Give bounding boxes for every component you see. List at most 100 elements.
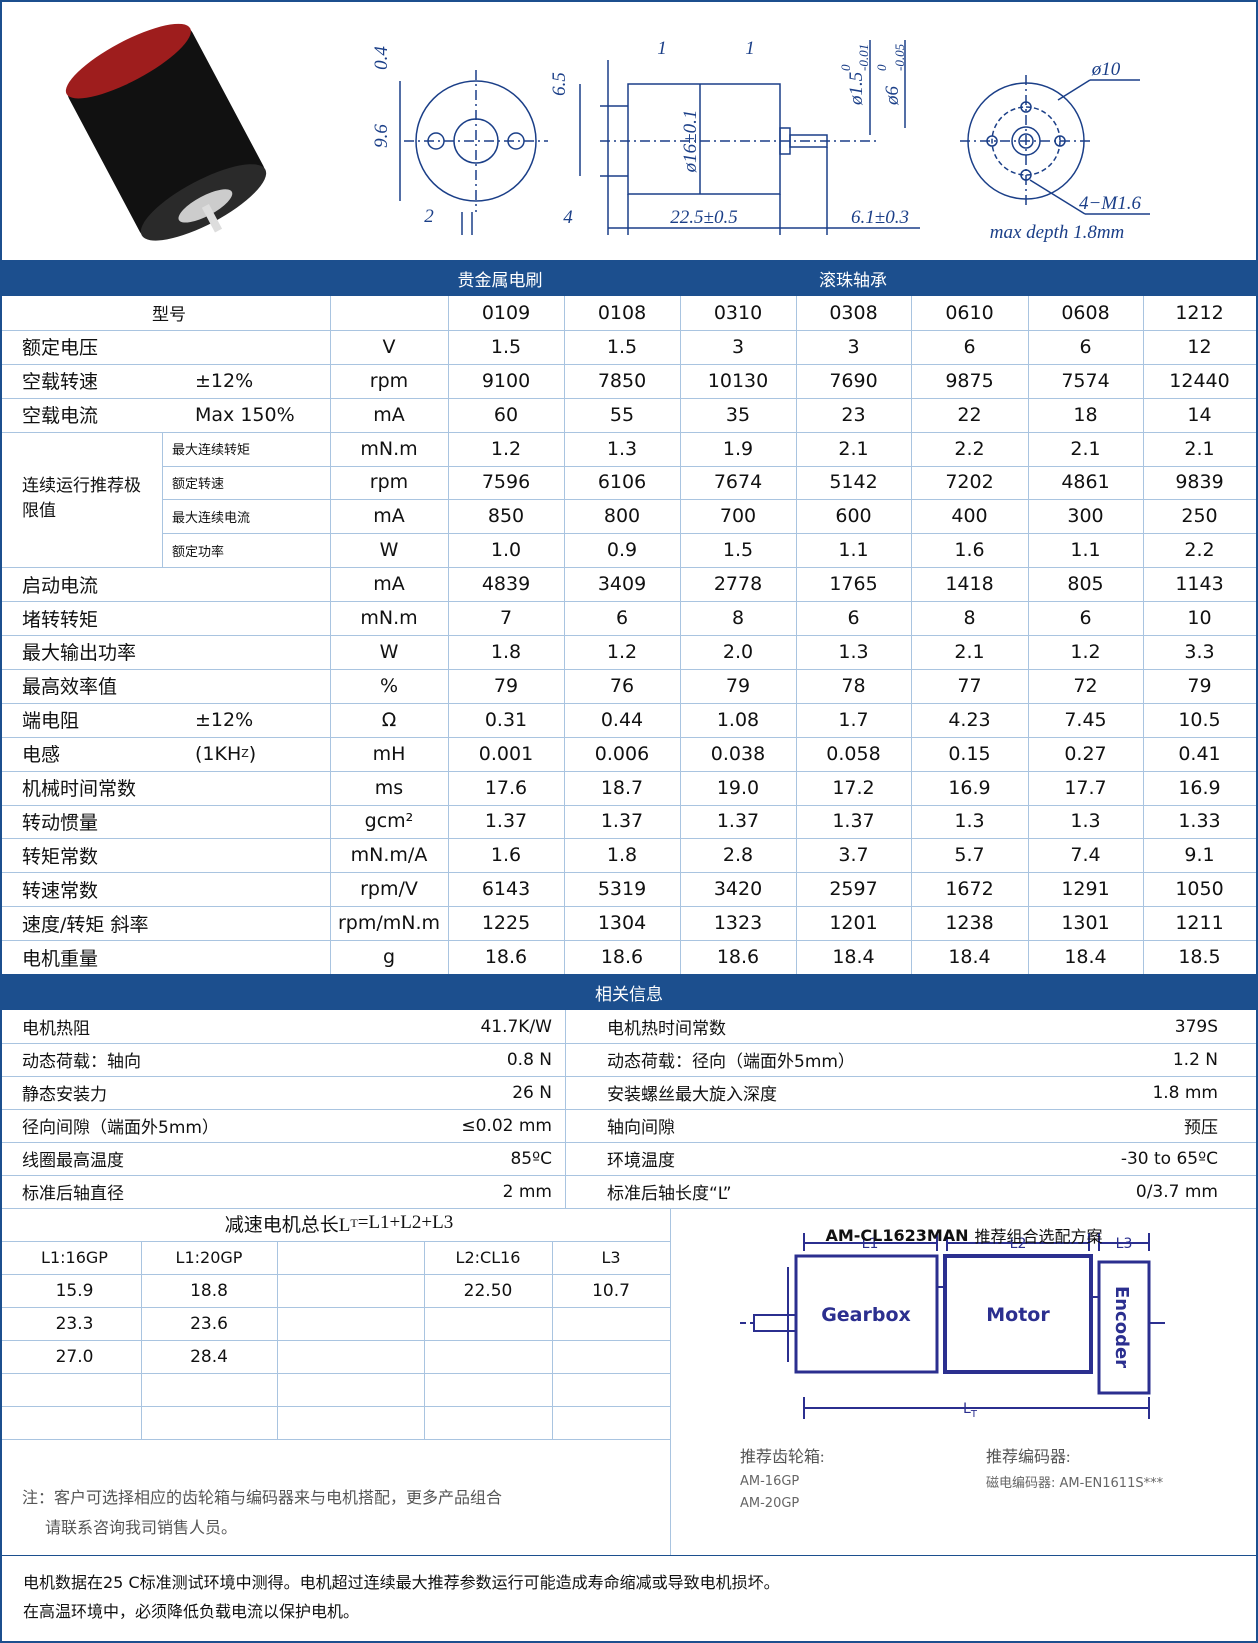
value: 1.8 — [564, 838, 680, 872]
value: 10.5 — [1143, 703, 1256, 737]
unit: Ω — [330, 703, 448, 737]
rule — [2, 1109, 1256, 1110]
unit: W — [330, 533, 448, 567]
row-note: Max 150% — [195, 398, 325, 432]
value: 1.3 — [564, 432, 680, 466]
row-note: (1KHZ) — [195, 737, 325, 771]
value: 3 — [680, 330, 796, 364]
rule — [2, 1274, 670, 1275]
unit: rpm/mN.m — [330, 906, 448, 940]
value: 0.15 — [911, 737, 1028, 771]
value: 6 — [1028, 601, 1143, 635]
model: 0608 — [1028, 296, 1143, 330]
value: 2.2 — [911, 432, 1028, 466]
info-label: 轴向间隙 — [607, 1109, 1057, 1142]
note-text: (1KH — [195, 743, 241, 765]
shaft-diameter: ø1.5 — [846, 72, 867, 106]
value: 850 — [448, 499, 564, 533]
info-value: -30 to 65ºC — [1000, 1142, 1218, 1175]
row-label: 转速常数 — [22, 872, 322, 906]
value: 18.4 — [796, 940, 911, 974]
rule — [796, 296, 797, 974]
value: 7574 — [1028, 364, 1143, 398]
rule — [1143, 296, 1144, 974]
value: 5319 — [564, 872, 680, 906]
gear-header: L1:16GP — [8, 1241, 141, 1274]
rec-title: 推荐齿轮箱: — [740, 1442, 980, 1468]
value: 400 — [911, 499, 1028, 533]
row-label: 转动惯量 — [22, 805, 322, 839]
value: 22 — [911, 398, 1028, 432]
value: 0.006 — [564, 737, 680, 771]
unit: ms — [330, 771, 448, 805]
value: 1.1 — [1028, 533, 1143, 567]
rule — [2, 1340, 670, 1341]
info-label: 静态安装力 — [22, 1076, 422, 1109]
value: 1.0 — [448, 533, 564, 567]
note-text: Max 150% — [195, 404, 295, 426]
info-value: 26 N — [400, 1076, 552, 1109]
value: 1225 — [448, 906, 564, 940]
value: 3409 — [564, 567, 680, 601]
value: 23 — [796, 398, 911, 432]
dimension-label: 6.5 — [549, 72, 570, 96]
value: 1304 — [564, 906, 680, 940]
value: 6 — [911, 330, 1028, 364]
value: 17.7 — [1028, 771, 1143, 805]
value: 6 — [564, 601, 680, 635]
value: 250 — [1143, 499, 1256, 533]
value: 2.1 — [796, 432, 911, 466]
sub-label: 最大连续转矩 — [172, 432, 330, 466]
value: 9100 — [448, 364, 564, 398]
info-title: 相关信息 — [529, 974, 729, 1010]
dimension-label: 4−M1.6 — [1079, 193, 1141, 214]
value: 10130 — [680, 364, 796, 398]
value: 800 — [564, 499, 680, 533]
dim-label-part: L — [963, 1401, 971, 1417]
rule — [2, 1307, 670, 1308]
rule — [141, 1241, 142, 1439]
value: 3 — [796, 330, 911, 364]
unit: mN.m — [330, 432, 448, 466]
info-label: 线圈最高温度 — [22, 1142, 422, 1175]
unit: mH — [330, 737, 448, 771]
sub-label: 额定转速 — [172, 466, 330, 500]
rec-item: AM-16GP — [740, 1470, 1000, 1492]
gear-value: 28.4 — [141, 1340, 277, 1373]
dimension-label: 2 — [424, 206, 434, 227]
value: 1201 — [796, 906, 911, 940]
info-value: 0/3.7 mm — [1000, 1175, 1218, 1208]
info-label: 电机热时间常数 — [607, 1010, 1057, 1043]
rule — [2, 1406, 670, 1407]
value: 0.44 — [564, 703, 680, 737]
value: 18 — [1028, 398, 1143, 432]
shaft-diameter: ø6 — [882, 86, 903, 107]
value: 19.0 — [680, 771, 796, 805]
unit: mA — [330, 567, 448, 601]
info-label: 标准后轴长度“L” — [607, 1175, 1057, 1208]
rule — [2, 1555, 1256, 1556]
rule — [2, 1175, 1256, 1176]
rule — [680, 296, 681, 974]
row-label: 速度/转矩 斜率 — [22, 906, 322, 940]
group-label: 连续运行推荐极限值 — [22, 432, 152, 568]
value: 10 — [1143, 601, 1256, 635]
value: 2.8 — [680, 838, 796, 872]
value: 1418 — [911, 567, 1028, 601]
info-value: 2 mm — [400, 1175, 552, 1208]
value: 1050 — [1143, 872, 1256, 906]
gear-title: 减速电机总长LT=L1+L2+L3 — [8, 1208, 670, 1238]
box-label: Motor — [986, 1304, 1050, 1326]
rule — [2, 1439, 670, 1440]
unit: mA — [330, 398, 448, 432]
gear-title-part: 减速电机总长L — [225, 1210, 351, 1237]
rule — [2, 906, 1256, 907]
unit: rpm/V — [330, 872, 448, 906]
note-end: ) — [249, 743, 256, 765]
value: 77 — [911, 669, 1028, 703]
rule — [424, 1241, 425, 1439]
front-view — [400, 70, 548, 235]
gear-value: 10.7 — [552, 1274, 670, 1307]
rec-item: AM-20GP — [740, 1492, 1000, 1514]
motor-photo — [57, 11, 280, 262]
